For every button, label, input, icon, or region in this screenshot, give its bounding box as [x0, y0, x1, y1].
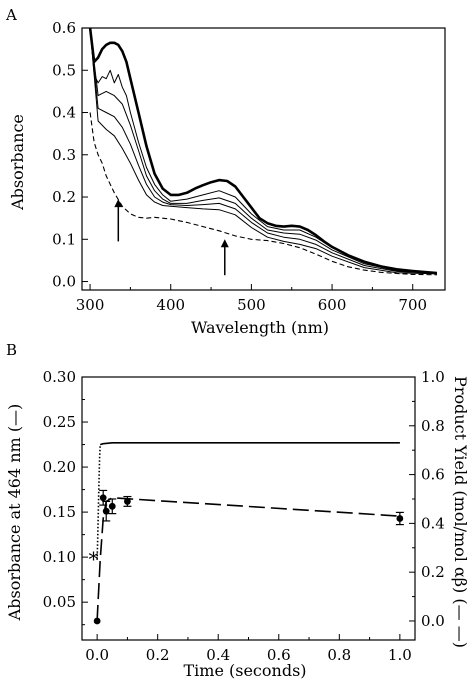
panel-b-kinetic-line: [96, 444, 101, 560]
panel-a-spectrum-line: [89, 27, 437, 274]
panel-b-kinetic-line: [99, 442, 400, 446]
panel-a-y-tick-label: 0.1: [52, 230, 76, 248]
panel-b-x-tick-label: 0.0: [85, 646, 109, 664]
panel-b-x-tick-label: 0.2: [146, 646, 170, 664]
panel-b-y-axis-title: Absorbance at 464 nm (—): [5, 404, 24, 622]
panel-b-y-tick-label: 0.15: [43, 503, 76, 521]
panel-a-y-tick-label: 0.4: [52, 104, 76, 122]
panel-a-x-tick-label: 500: [237, 296, 266, 314]
panel-b-x-tick-label: 0.6: [267, 646, 291, 664]
panel-b-y-tick-label: 0.30: [43, 368, 76, 386]
panel-a-arrow-head: [220, 239, 229, 248]
panel-a-x-tick-label: 400: [156, 296, 185, 314]
panel-a-x-tick-label: 300: [76, 296, 105, 314]
panel-a-x-tick-label: 600: [318, 296, 347, 314]
panel-b-right-y-axis-title: Product Yield (mol/mol αβ) (— —): [451, 376, 470, 648]
panel-b-x-tick-label: 0.8: [327, 646, 351, 664]
panel-a-x-tick-label: 700: [398, 296, 427, 314]
panel-b-chart: 0.05 0.10 0.15 0.20 0.25 0.30 0.0 0.2 0.4 0.6 0.8 1…: [43, 368, 445, 664]
panel-b-data-point: [124, 498, 131, 505]
panel-a-frame: [81, 27, 446, 291]
panel-a-y-tick-label: 0.6: [52, 19, 76, 37]
panel-b-right-y-tick-label: 0.2: [421, 563, 445, 581]
panel-a-y-tick-label: 0.2: [52, 188, 76, 206]
panel-b-right-y-tick-label: 0.6: [421, 466, 445, 484]
panel-a-chart: 0.0 0.1 0.2 0.3 0.4 0.5 0.6 300 400 500 600 700: [52, 19, 446, 314]
panel-a-y-tick-label: 0.3: [52, 146, 76, 164]
panel-b-y-tick-label: 0.25: [43, 413, 76, 431]
panel-a-letter: A: [5, 6, 17, 24]
panel-b-letter: B: [6, 341, 17, 359]
panel-b-x-tick-label: 1.0: [388, 646, 412, 664]
panel-a-spectrum-line: [89, 27, 437, 275]
panel-b-asterisk-annotation: *: [89, 547, 99, 571]
panel-b-data-point: [99, 494, 107, 502]
panel-b-y-tick-label: 0.20: [43, 458, 76, 476]
panel-b-y-tick-label: 0.05: [43, 593, 76, 611]
panel-a-x-axis-title: Wavelength (nm): [191, 318, 329, 337]
panel-b-x-tick-label: 0.4: [206, 646, 230, 664]
panel-b-data-point: [108, 502, 116, 510]
panel-b-y-tick-label: 0.10: [43, 548, 76, 566]
panel-b-right-y-tick-label: 1.0: [421, 368, 445, 386]
panel-a-spectrum-line: [89, 27, 437, 274]
panel-b-x-axis-title: Time (seconds): [183, 661, 306, 680]
panel-a-y-tick-label: 0.0: [52, 273, 76, 291]
panel-b-right-y-tick-label: 0.4: [421, 514, 445, 532]
panel-a-y-axis-title: Absorbance: [8, 114, 27, 211]
panel-a-spectrum-line: [88, 27, 438, 275]
panel-a-y-tick-label: 0.5: [52, 61, 76, 79]
panel-b-kinetic-line: [96, 497, 400, 622]
panel-b-data-point: [93, 617, 101, 625]
panel-a-spectrum-line: [89, 112, 437, 276]
panel-b-data-point: [102, 507, 110, 515]
panel-a-arrow-head: [114, 199, 123, 208]
panel-a-spectrum-line: [89, 27, 437, 274]
panel-b-right-y-tick-label: 0.8: [421, 417, 445, 435]
panel-b-frame: [81, 376, 416, 641]
panel-b-data-point: [396, 515, 404, 522]
panel-b-right-y-tick-label: 0.0: [421, 612, 445, 630]
